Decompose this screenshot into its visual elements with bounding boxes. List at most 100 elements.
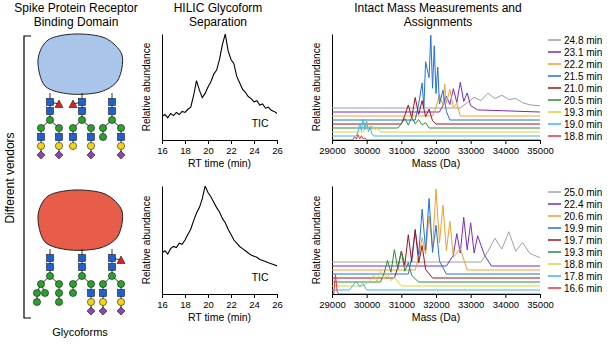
tick-label: 20 bbox=[203, 145, 214, 156]
legend-label: 16.6 min bbox=[564, 283, 602, 294]
column-title: Intact Mass Measurements andAssignments bbox=[354, 1, 521, 29]
tick-mark bbox=[332, 294, 333, 298]
legend-swatch bbox=[548, 63, 561, 65]
glycan bbox=[99, 249, 125, 315]
x-tick: 31000 bbox=[389, 294, 415, 310]
tick-mark bbox=[436, 294, 437, 298]
tick-label: 29000 bbox=[319, 145, 345, 156]
glcnac bbox=[47, 255, 54, 262]
tick-label: 18 bbox=[180, 299, 191, 310]
tick-mark bbox=[505, 140, 506, 144]
x-tick: 32000 bbox=[423, 294, 449, 310]
mannose bbox=[117, 124, 124, 131]
mannose bbox=[46, 272, 53, 279]
glcnac bbox=[79, 255, 86, 262]
mannose bbox=[99, 124, 106, 131]
fucose bbox=[69, 100, 77, 108]
legend-label: 17.8 min bbox=[564, 271, 602, 282]
spectrum bbox=[332, 119, 540, 136]
tick-mark bbox=[540, 140, 541, 144]
y-axis-title: Relative abundance bbox=[311, 195, 322, 284]
tick-label: 33000 bbox=[458, 299, 484, 310]
tick-label: 29000 bbox=[319, 299, 345, 310]
legend-label: 22.4 min bbox=[564, 199, 602, 210]
glcnac bbox=[109, 264, 116, 271]
tick-label: 22 bbox=[226, 299, 237, 310]
tick-mark bbox=[332, 140, 333, 144]
title-line: Intact Mass Measurements and bbox=[354, 1, 521, 15]
mannose bbox=[33, 298, 40, 305]
mannose bbox=[37, 280, 44, 287]
tick-label: 30000 bbox=[354, 299, 380, 310]
x-tick: 20 bbox=[203, 140, 214, 156]
tick-mark bbox=[367, 140, 368, 144]
fucose bbox=[117, 256, 125, 264]
tick-mark bbox=[401, 294, 402, 298]
x-tick: 34000 bbox=[493, 140, 519, 156]
tick-mark bbox=[277, 294, 278, 298]
tick-mark bbox=[208, 140, 209, 144]
x-axis-title: RT time (min) bbox=[188, 157, 251, 169]
tic-line bbox=[162, 186, 277, 266]
tick-label: 31000 bbox=[389, 299, 415, 310]
fucose bbox=[55, 100, 63, 108]
mannose bbox=[69, 124, 76, 131]
chart: 161820222426RT time (min)Relative abunda… bbox=[141, 186, 283, 323]
mannose bbox=[69, 280, 76, 287]
axis-line bbox=[163, 141, 278, 145]
glcnac bbox=[70, 134, 77, 141]
tick-mark bbox=[505, 294, 506, 298]
tick-mark bbox=[436, 140, 437, 144]
mannose bbox=[99, 280, 106, 287]
tick-mark bbox=[471, 294, 472, 298]
tick-mark bbox=[401, 140, 402, 144]
plot-area bbox=[162, 186, 277, 266]
glcnac bbox=[79, 264, 86, 271]
x-axis-title: Mass (Da) bbox=[412, 311, 460, 323]
legend-swatch bbox=[548, 75, 561, 77]
y-axis-title: Relative abundance bbox=[311, 42, 322, 131]
galactose bbox=[117, 142, 124, 149]
legend-swatch bbox=[548, 275, 561, 277]
spectrum bbox=[332, 229, 540, 278]
tick-label: 20 bbox=[203, 299, 214, 310]
glcnac bbox=[79, 99, 86, 106]
tick-label: 26 bbox=[272, 299, 283, 310]
tick-mark bbox=[185, 140, 186, 144]
axis-line bbox=[162, 35, 163, 141]
mannose bbox=[87, 124, 94, 131]
x-tick: 34000 bbox=[493, 294, 519, 310]
glycan-label: Glycoforms bbox=[52, 326, 108, 338]
x-axis: 29000 30000 31000 32000 33000 34000 35000 bbox=[319, 294, 553, 310]
mannose bbox=[78, 272, 85, 279]
x-tick: 29000 bbox=[319, 294, 345, 310]
tick-mark bbox=[208, 294, 209, 298]
spectrum bbox=[332, 275, 540, 294]
y-axis bbox=[332, 35, 333, 141]
legend-label: 20.5 min bbox=[564, 95, 602, 106]
x-tick: 35000 bbox=[527, 294, 553, 310]
tick-label: 32000 bbox=[423, 145, 449, 156]
plot-area bbox=[332, 189, 540, 294]
axis-line bbox=[333, 295, 541, 299]
mannose bbox=[33, 289, 40, 296]
mannose bbox=[41, 289, 48, 296]
legend-swatch bbox=[548, 239, 561, 241]
protein-panel: Different vendorsGlycoforms bbox=[3, 34, 125, 338]
tick-mark bbox=[231, 140, 232, 144]
bracket bbox=[24, 36, 31, 318]
legend-label: 18.8 min bbox=[564, 131, 602, 142]
tick-label: 35000 bbox=[527, 145, 553, 156]
spectrum bbox=[332, 232, 540, 262]
x-tick: 20 bbox=[203, 294, 214, 310]
annotation: TIC bbox=[252, 117, 269, 129]
galactose bbox=[55, 142, 62, 149]
chart: 29000300003100032000330003400035000Mass … bbox=[311, 35, 602, 170]
legend-label: 24.8 min bbox=[564, 35, 602, 46]
sialic-acid bbox=[87, 307, 95, 315]
sialic-acid bbox=[99, 307, 107, 315]
tick-label: 24 bbox=[249, 145, 260, 156]
tick-mark bbox=[254, 294, 255, 298]
tick-label: 32000 bbox=[423, 299, 449, 310]
glcnac bbox=[109, 108, 116, 115]
